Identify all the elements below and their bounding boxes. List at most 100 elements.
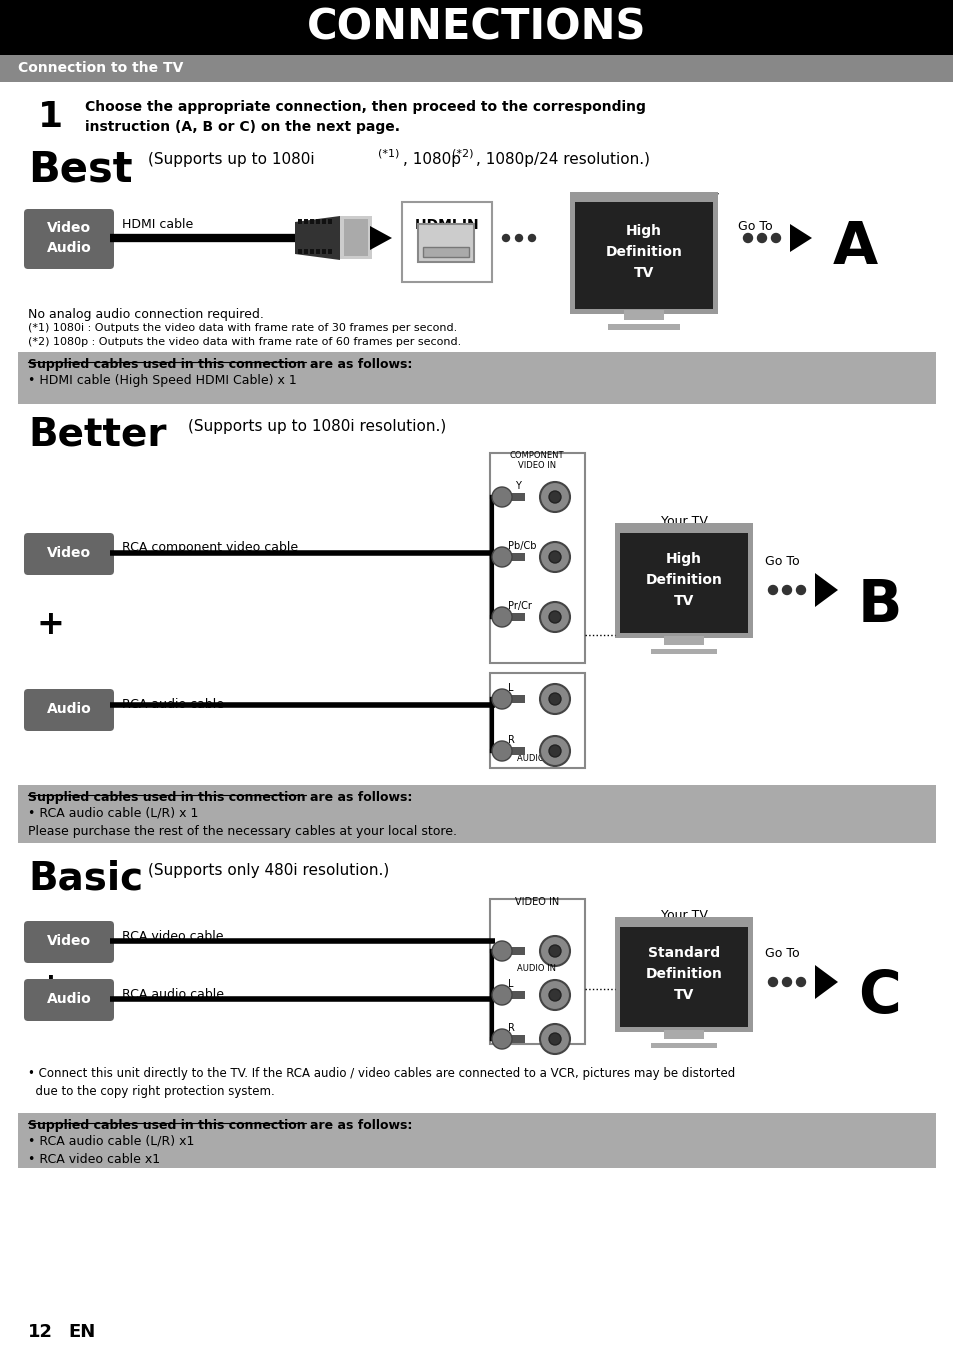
FancyBboxPatch shape xyxy=(24,921,113,962)
FancyBboxPatch shape xyxy=(24,532,113,576)
Circle shape xyxy=(539,1024,569,1054)
Circle shape xyxy=(548,989,560,1002)
Bar xyxy=(490,453,584,663)
Circle shape xyxy=(539,736,569,766)
Bar xyxy=(490,673,584,768)
Circle shape xyxy=(492,1029,512,1049)
Text: Best: Best xyxy=(28,148,132,190)
Text: A: A xyxy=(832,220,877,276)
Text: Standard
Definition
TV: Standard Definition TV xyxy=(645,946,721,1002)
Text: , 1080p/24 resolution.): , 1080p/24 resolution.) xyxy=(476,152,649,167)
Circle shape xyxy=(768,977,777,987)
Circle shape xyxy=(528,235,535,241)
Circle shape xyxy=(502,235,509,241)
Text: • RCA audio cable (L/R) x 1
Please purchase the rest of the necessary cables at : • RCA audio cable (L/R) x 1 Please purch… xyxy=(28,807,456,838)
Text: R: R xyxy=(507,1023,515,1033)
Text: HDMI IN: HDMI IN xyxy=(415,218,478,232)
Text: High
Definition
TV: High Definition TV xyxy=(605,224,681,279)
Text: Your TV: Your TV xyxy=(659,909,707,922)
Bar xyxy=(322,249,326,253)
Text: +: + xyxy=(36,608,64,642)
Circle shape xyxy=(492,741,512,762)
Polygon shape xyxy=(789,224,811,252)
Text: Your TV: Your TV xyxy=(671,191,718,205)
Bar xyxy=(650,1043,717,1047)
Text: • Connect this unit directly to the TV. If the RCA audio / video cables are conn: • Connect this unit directly to the TV. … xyxy=(28,1068,735,1099)
Bar xyxy=(575,202,712,309)
Bar xyxy=(663,636,703,644)
Text: Connection to the TV: Connection to the TV xyxy=(18,61,183,75)
Circle shape xyxy=(548,693,560,705)
Bar xyxy=(297,249,302,253)
Circle shape xyxy=(539,936,569,967)
Text: Pb/Cb: Pb/Cb xyxy=(507,541,536,551)
Bar xyxy=(615,523,752,638)
Circle shape xyxy=(539,980,569,1010)
Circle shape xyxy=(492,689,512,709)
Bar xyxy=(417,224,474,262)
Text: Supplied cables used in this connection are as follows:: Supplied cables used in this connection … xyxy=(28,1119,412,1132)
Bar xyxy=(0,0,953,55)
Text: , 1080p: , 1080p xyxy=(402,152,460,167)
Bar xyxy=(315,249,319,253)
Circle shape xyxy=(548,551,560,563)
Text: COMPONENT
VIDEO IN: COMPONENT VIDEO IN xyxy=(509,452,563,470)
Circle shape xyxy=(539,542,569,572)
Text: (*2) 1080p : Outputs the video data with frame rate of 60 frames per second.: (*2) 1080p : Outputs the video data with… xyxy=(28,337,460,346)
Circle shape xyxy=(757,233,765,243)
Bar xyxy=(650,648,717,654)
Text: Y: Y xyxy=(515,481,520,491)
Text: Video
Audio: Video Audio xyxy=(47,221,91,255)
Text: Supplied cables used in this connection are as follows:: Supplied cables used in this connection … xyxy=(28,791,412,803)
Text: Go To: Go To xyxy=(738,220,772,233)
Bar xyxy=(297,218,302,224)
Text: Pr/Cr: Pr/Cr xyxy=(507,601,532,611)
Circle shape xyxy=(539,683,569,714)
Text: RCA video cable: RCA video cable xyxy=(122,930,223,944)
Bar xyxy=(490,899,584,1043)
Bar xyxy=(304,218,308,224)
Text: B: B xyxy=(857,577,902,634)
Bar xyxy=(310,218,314,224)
Text: HDMI cable: HDMI cable xyxy=(122,217,193,231)
Bar xyxy=(615,917,752,1033)
FancyBboxPatch shape xyxy=(24,689,113,731)
Bar xyxy=(495,493,524,501)
Text: Audio: Audio xyxy=(47,702,91,716)
FancyBboxPatch shape xyxy=(24,979,113,1020)
Text: Go To: Go To xyxy=(764,555,799,568)
Text: • RCA audio cable (L/R) x1
• RCA video cable x1: • RCA audio cable (L/R) x1 • RCA video c… xyxy=(28,1135,194,1166)
Text: Video: Video xyxy=(47,546,91,559)
Bar xyxy=(619,927,747,1027)
Text: Go To: Go To xyxy=(764,948,799,960)
Bar xyxy=(495,948,524,954)
Text: CONNECTIONS: CONNECTIONS xyxy=(307,5,646,49)
Text: (Supports up to 1080i resolution.): (Supports up to 1080i resolution.) xyxy=(188,419,446,434)
Text: • HDMI cable (High Speed HDMI Cable) x 1: • HDMI cable (High Speed HDMI Cable) x 1 xyxy=(28,373,296,387)
Text: Video: Video xyxy=(47,934,91,948)
Text: Your TV: Your TV xyxy=(659,515,707,528)
Bar xyxy=(607,324,679,330)
Circle shape xyxy=(492,487,512,507)
Circle shape xyxy=(796,977,804,987)
Bar xyxy=(339,216,372,259)
Text: R: R xyxy=(507,735,515,745)
Circle shape xyxy=(742,233,752,243)
Bar xyxy=(495,553,524,561)
Text: RCA audio cable: RCA audio cable xyxy=(122,988,224,1002)
Text: Basic: Basic xyxy=(28,859,143,896)
Text: L: L xyxy=(507,683,513,693)
Bar xyxy=(0,55,953,82)
Text: Audio: Audio xyxy=(47,992,91,1006)
Bar xyxy=(569,191,718,314)
Circle shape xyxy=(515,235,522,241)
Bar xyxy=(328,249,332,253)
Text: RCA component video cable: RCA component video cable xyxy=(122,542,297,554)
Bar xyxy=(619,532,747,634)
Bar xyxy=(495,613,524,621)
Circle shape xyxy=(548,1033,560,1045)
Text: AUDIO IN: AUDIO IN xyxy=(517,754,556,763)
Bar xyxy=(328,218,332,224)
Polygon shape xyxy=(370,226,392,249)
Text: L: L xyxy=(507,979,513,989)
